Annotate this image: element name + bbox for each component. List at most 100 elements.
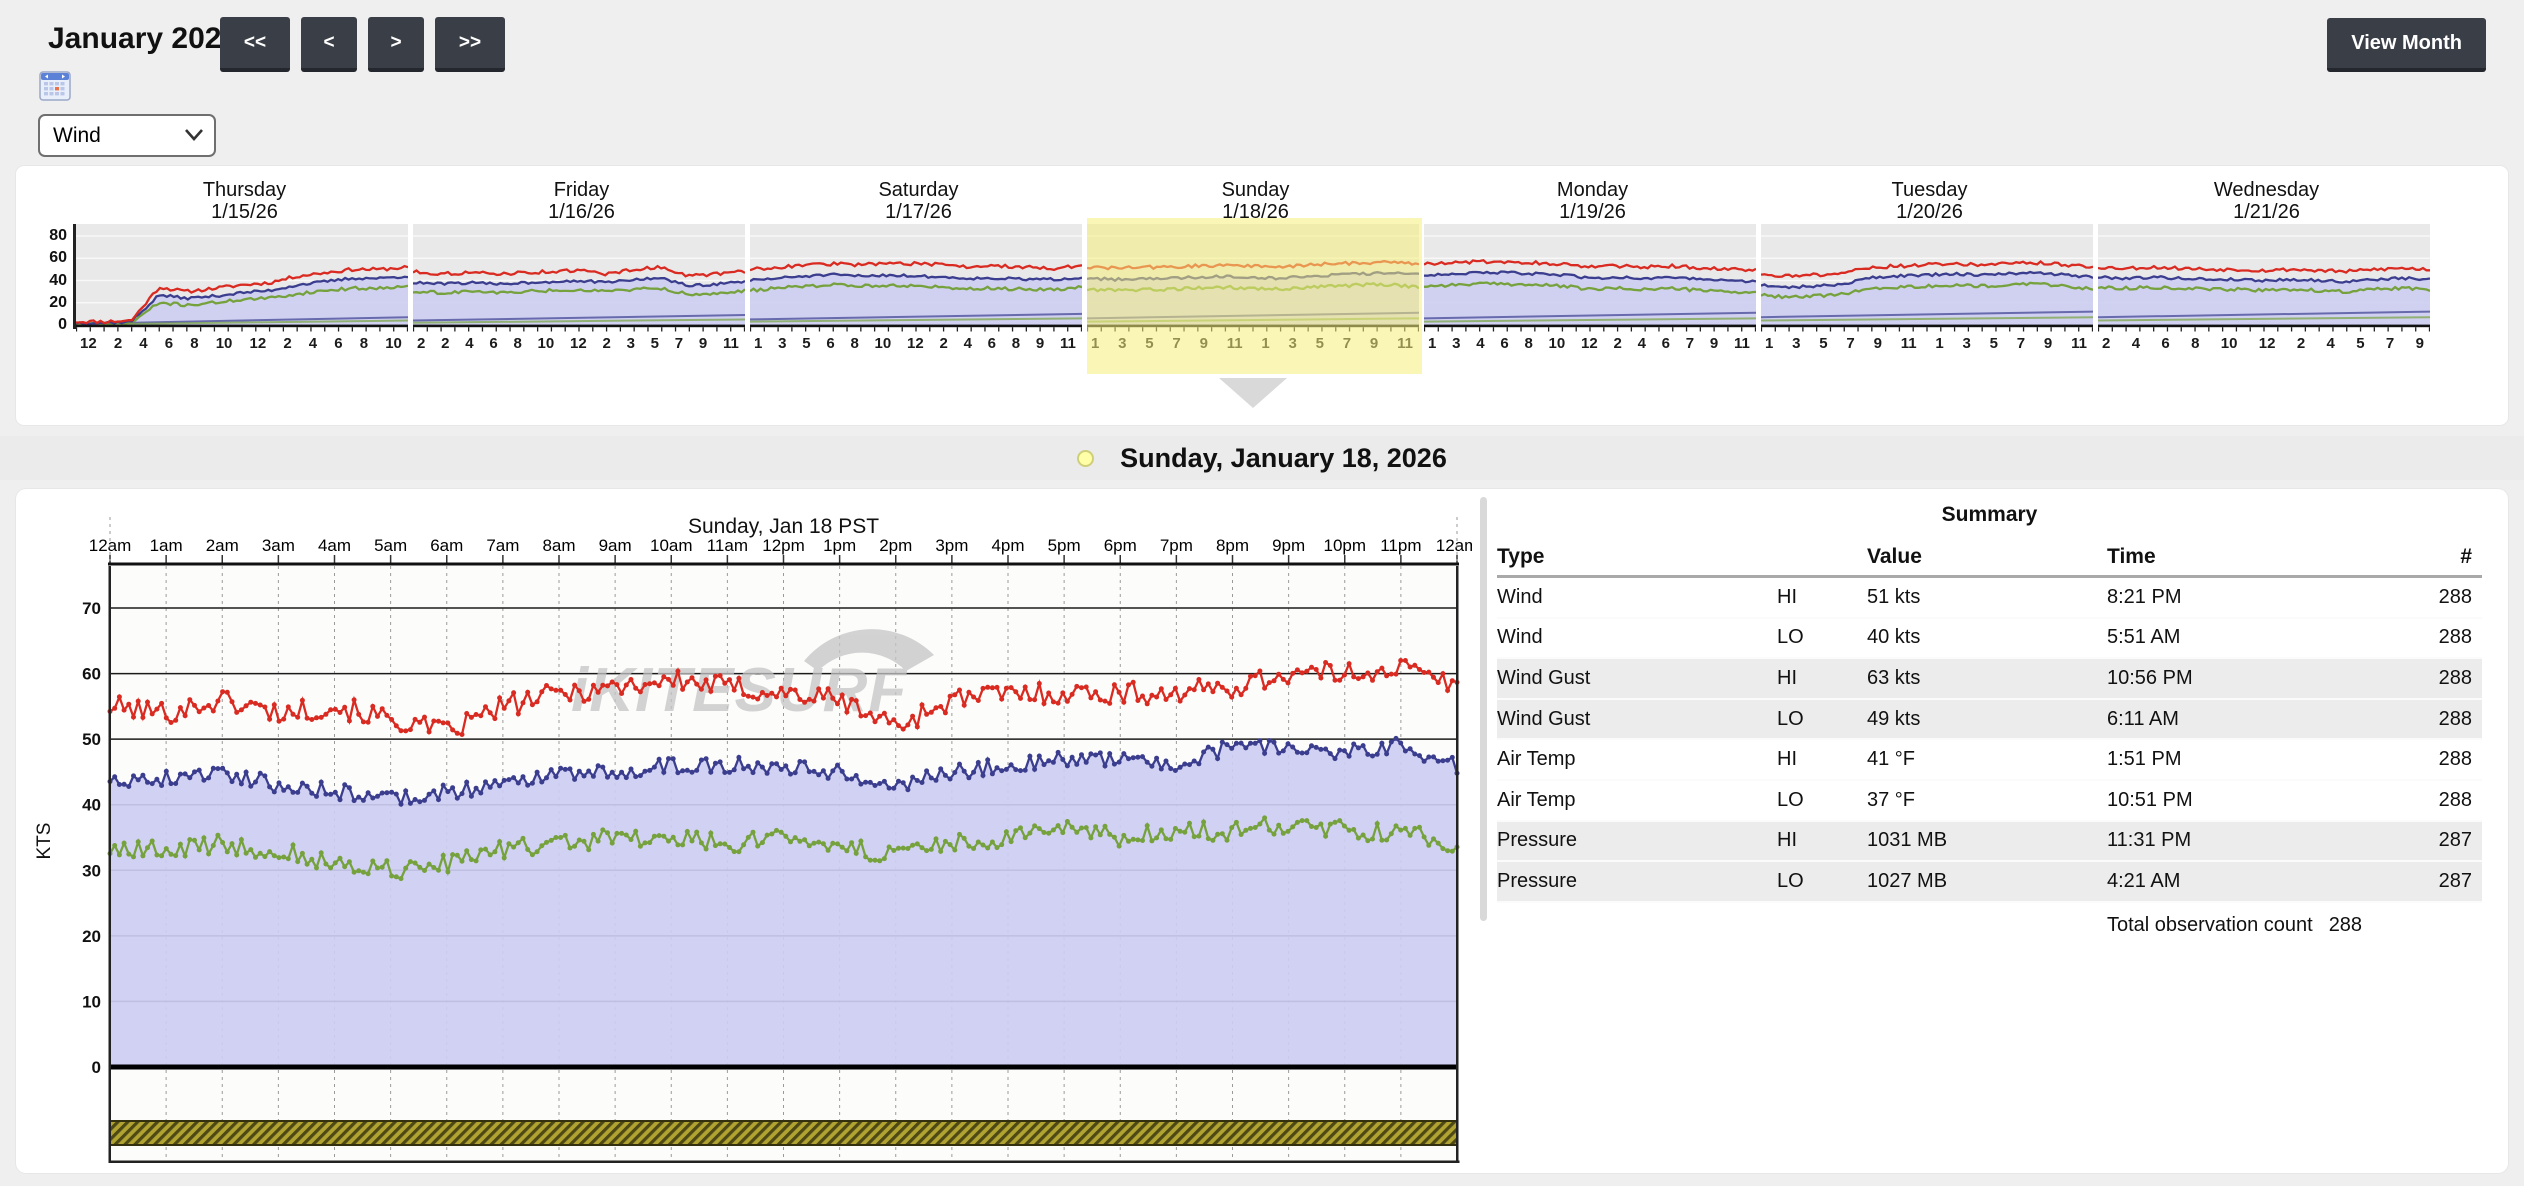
mini-x-tick-label: 2 [602, 335, 611, 352]
x-axis-label: 3pm [935, 536, 968, 555]
mini-chart-wrap [413, 224, 750, 334]
x-axis-label: 2pm [879, 536, 912, 555]
x-axis-label: 1am [150, 536, 183, 555]
summary-header: Type Value Time # [1497, 539, 2482, 578]
mini-x-tick-label: 6 [1500, 335, 1509, 352]
mini-x-tick-label: 4 [139, 335, 148, 352]
week-y-axis: 80 60 40 20 0 [16, 166, 76, 425]
view-month-button[interactable]: View Month [2327, 18, 2486, 72]
avg-area-fill [110, 738, 1457, 1067]
summary-cell-count: 288 [2438, 707, 2472, 730]
mini-x-tick-label: 6 [164, 335, 174, 352]
summary-row: Wind HI 51 kts 8:21 PM 288 [1497, 578, 2482, 619]
day-column[interactable]: Wednesday 1/21/26 2 4 6 8 10 12 2 4 5 7 9 [2098, 166, 2435, 425]
mini-x-tick-label: 4 [308, 335, 318, 352]
lull-line [1424, 281, 1756, 295]
x-axis-label: 9am [599, 536, 632, 555]
summary-cell-type: Pressure [1497, 829, 1578, 852]
week-y-tick-label: 80 [49, 227, 67, 244]
pressure-trace [1761, 310, 2093, 319]
y-axis-tick-label: 50 [82, 730, 101, 749]
mini-x-tick-label: 2 [1613, 335, 1622, 352]
total-observation-label: Total observation count [2107, 914, 2313, 937]
x-axis-label: 7pm [1160, 536, 1193, 555]
direction-band [110, 1122, 1457, 1144]
day-name: Sunday [1221, 179, 1290, 201]
data-type-select[interactable]: Wind [38, 114, 216, 157]
mini-x-tick-label: 8 [1524, 335, 1533, 352]
temp-trace [2098, 316, 2430, 322]
summary-cell-hilo: LO [1777, 707, 1804, 730]
x-axis-label: 5am [374, 536, 407, 555]
mini-x-tick-label: 5 [1819, 335, 1828, 352]
mini-wind-chart [413, 224, 745, 332]
panel-scrollbar[interactable] [1480, 497, 1487, 921]
calendar-icon[interactable] [38, 70, 72, 104]
mini-x-tick-label: 1 [1765, 335, 1774, 352]
week-days: Thursday 1/15/26 12 2 4 6 8 10 12 2 4 6 8 10 Friday 1/1… [76, 166, 2435, 425]
day-column[interactable]: Monday 1/19/26 1 3 4 6 8 10 12 2 4 6 7 9 11 [1424, 166, 1761, 425]
chart-title: Sunday, Jan 18 PST [688, 515, 879, 538]
mini-x-tick-label: 3 [1792, 335, 1801, 352]
mini-x-tick-label: 6 [334, 335, 343, 352]
day-column[interactable]: Sunday 1/18/26 1 3 5 7 9 11 1 3 5 7 9 11 [1087, 166, 1424, 425]
mini-chart-wrap [750, 224, 1087, 334]
day-column[interactable]: Friday 1/16/26 2 2 4 6 8 10 12 2 3 5 7 9 11 [413, 166, 750, 425]
mini-x-tick-label: 6 [2161, 335, 2170, 352]
avg-series [107, 735, 1460, 808]
week-y-tick-label: 0 [58, 316, 67, 333]
mini-x-tick-label: 12 [249, 335, 267, 352]
avg-line [413, 276, 745, 288]
watermark-kite-logo [804, 629, 934, 671]
summary-cell-value: 41 °F [1867, 748, 1916, 771]
gust-line [750, 260, 1082, 272]
summary-row: Air Temp LO 37 °F 10:51 PM 288 [1497, 781, 2482, 822]
day-date: 1/20/26 [1896, 201, 1963, 223]
summary-cell-type: Wind Gust [1497, 707, 1591, 730]
mini-x-tick-label: 10 [2220, 335, 2238, 352]
zero-line [110, 1064, 1457, 1070]
week-y-tick-label: 60 [49, 249, 67, 267]
mini-x-tick-label: 12 [80, 335, 97, 352]
last-page-button[interactable]: >> [435, 17, 505, 72]
calendar-icon-graphic [39, 71, 71, 101]
lull-series [107, 815, 1460, 882]
mini-x-tick-label: 3 [1118, 335, 1127, 352]
summary-row: Wind LO 40 kts 5:51 AM 288 [1497, 619, 2482, 660]
x-axis-label: 4pm [991, 536, 1024, 555]
summary-cell-time: 1:51 PM [2107, 748, 2182, 771]
day-column[interactable]: Tuesday 1/20/26 1 3 5 7 9 11 1 3 5 7 9 11 [1761, 166, 2098, 425]
lull-line [750, 282, 1082, 293]
summary-cell-count: 287 [2438, 829, 2472, 852]
summary-cell-value: 37 °F [1867, 788, 1916, 811]
mini-x-tick-label: 11 [2071, 335, 2087, 352]
mini-x-tick-label: 11 [723, 335, 739, 352]
day-column[interactable]: Thursday 1/15/26 12 2 4 6 8 10 12 2 4 6 8 10 [76, 166, 413, 425]
x-axis-label: 10am [650, 536, 693, 555]
mini-x-tick-label: 4 [2326, 335, 2335, 352]
day-date: 1/21/26 [2233, 201, 2300, 223]
mini-x-tick-label: 4 [963, 335, 972, 352]
x-axis-label: 6pm [1104, 536, 1137, 555]
summary-footer: Total observation count 288 [1497, 903, 2482, 949]
first-page-button[interactable]: << [220, 17, 290, 72]
next-button[interactable]: > [368, 17, 424, 72]
summary-cell-count: 288 [2438, 788, 2472, 811]
mini-x-tick-label: 10 [537, 335, 555, 352]
day-column[interactable]: Saturday 1/17/26 1 3 5 6 8 10 12 2 4 6 8 9 11 [750, 166, 1087, 425]
lull-line [1761, 281, 2093, 300]
week-y-axis-line [73, 224, 76, 329]
mini-x-tick-label: 1 [1091, 335, 1100, 352]
mini-x-tick-label: 5 [1145, 335, 1154, 352]
watermark: iKITESURF [571, 629, 934, 725]
mini-x-tick-label: 9 [1873, 335, 1882, 352]
day-name: Thursday [202, 179, 287, 201]
day-date: 1/16/26 [548, 201, 615, 223]
mini-x-tick-label: 2 [417, 335, 426, 352]
lull-line [2098, 284, 2430, 295]
summary-cell-type: Wind [1497, 585, 1543, 608]
prev-button[interactable]: < [301, 17, 357, 72]
gust-line [1424, 258, 1756, 273]
mini-x-tick-label: 7 [1342, 335, 1352, 352]
wind-detail-chart: Sunday, Jan 18 PST 12am 1am 2am 3am 4am 5am 6am… [34, 515, 1472, 1163]
